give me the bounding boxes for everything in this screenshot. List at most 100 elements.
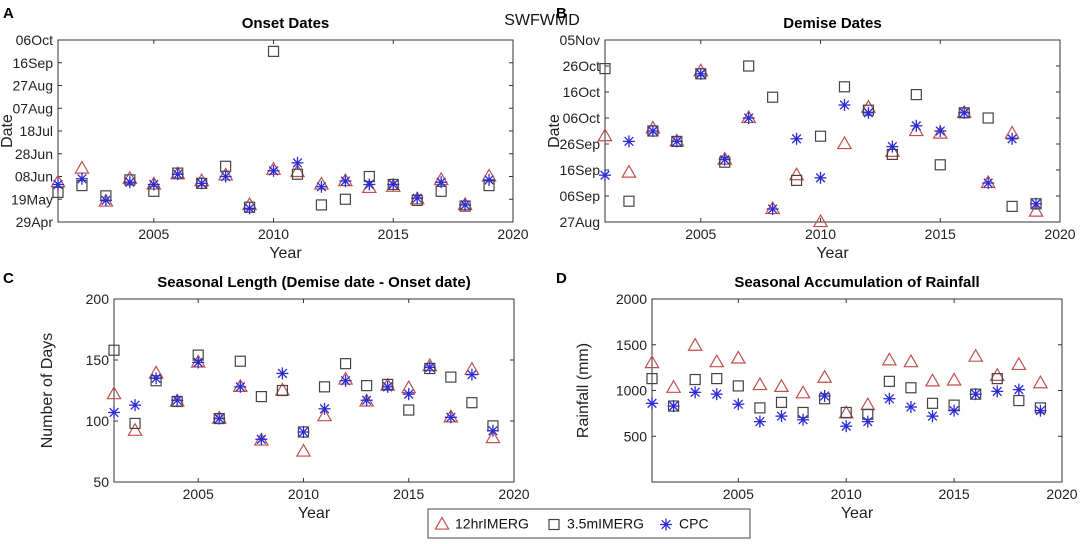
data-point xyxy=(861,415,874,428)
y-tick-label: 1000 xyxy=(616,383,647,399)
data-point xyxy=(773,378,790,392)
data-point xyxy=(339,358,352,370)
data-point xyxy=(838,99,851,111)
x-axis-label: Year xyxy=(269,245,302,262)
data-point xyxy=(75,172,88,185)
data-point xyxy=(466,397,478,409)
y-tick-label: 19May xyxy=(11,191,53,207)
data-point xyxy=(932,125,948,139)
legend: 12hrIMERG 3.5mIMERG CPC xyxy=(427,508,751,539)
data-point xyxy=(483,173,496,186)
x-tick-label: 2005 xyxy=(183,486,214,502)
y-tick-label: 27Aug xyxy=(13,78,53,94)
data-point xyxy=(316,407,333,422)
data-point xyxy=(339,193,351,205)
data-point xyxy=(360,394,373,407)
data-point xyxy=(291,168,304,180)
legend-marker xyxy=(434,516,450,530)
data-point xyxy=(195,177,208,190)
data-point xyxy=(967,348,984,362)
data-point xyxy=(52,178,64,191)
data-point xyxy=(318,381,331,393)
data-point xyxy=(989,367,1005,382)
data-point xyxy=(732,398,745,411)
data-point xyxy=(788,166,805,181)
data-point xyxy=(1028,203,1044,217)
data-point xyxy=(753,415,766,428)
legend-item: CPC xyxy=(660,516,709,532)
data-point xyxy=(982,112,994,124)
y-axis-label: Date xyxy=(546,114,563,148)
data-point xyxy=(361,179,378,194)
data-point xyxy=(276,384,289,397)
legend-label: CPC xyxy=(679,516,709,532)
data-point xyxy=(291,156,304,169)
data-point xyxy=(905,382,917,394)
data-point xyxy=(991,373,1003,385)
data-point xyxy=(108,406,120,419)
series-cpc xyxy=(108,356,499,446)
data-point xyxy=(1006,132,1019,145)
data-point xyxy=(1012,383,1025,396)
data-point xyxy=(646,373,658,385)
panel-b: B Demise Dates 27Aug 06Sep 16Sep 26Sep 06Oct 16… xyxy=(546,5,1076,262)
data-point xyxy=(814,171,827,184)
data-point xyxy=(402,388,415,401)
y-tick-label: 29Apr xyxy=(16,214,54,230)
y-tick-label: 05Nov xyxy=(560,32,600,48)
panel-d: D Seasonal Accumulation of Rainfall 500 100… xyxy=(556,270,1078,522)
x-tick-label: 2015 xyxy=(925,226,956,242)
data-point xyxy=(886,140,899,153)
data-point xyxy=(213,412,226,425)
data-point xyxy=(267,45,280,57)
data-point xyxy=(840,420,853,433)
data-point xyxy=(752,376,768,391)
data-point xyxy=(597,127,613,142)
data-point xyxy=(1011,356,1027,371)
legend-item: 3.5mIMERG xyxy=(548,516,644,532)
data-point xyxy=(361,380,373,392)
data-point xyxy=(883,392,896,405)
x-tick-label: 2020 xyxy=(498,486,529,502)
data-point xyxy=(862,106,875,119)
data-point xyxy=(127,422,143,436)
data-point xyxy=(766,203,779,215)
y-tick-label: 06Oct xyxy=(16,32,53,48)
data-point xyxy=(982,177,995,189)
data-point xyxy=(243,202,256,215)
data-point xyxy=(958,106,971,119)
data-point xyxy=(315,180,328,193)
data-point xyxy=(435,176,448,189)
data-point xyxy=(926,410,939,423)
panel-a: A Onset Dates 29Apr 19May 08Jun 28Jun 18Jul 07A… xyxy=(0,5,529,262)
data-point xyxy=(665,379,682,393)
x-axis-label: Year xyxy=(816,245,849,262)
data-point xyxy=(775,396,788,408)
data-point xyxy=(219,170,232,183)
data-point xyxy=(881,352,898,366)
data-point xyxy=(689,386,702,399)
legend-label: 12hrIMERG xyxy=(455,516,529,532)
panel-letter: B xyxy=(556,5,567,22)
y-tick-label: 27Aug xyxy=(560,214,600,230)
data-point xyxy=(255,391,267,403)
data-point xyxy=(934,125,947,137)
data-point xyxy=(743,60,755,72)
legend-marker xyxy=(548,518,560,531)
data-point xyxy=(812,213,829,228)
data-point xyxy=(423,361,436,374)
x-axis-label: Year xyxy=(841,505,874,522)
x-tick-label: 2015 xyxy=(939,486,970,502)
data-point xyxy=(381,380,394,393)
data-point xyxy=(295,443,312,457)
data-point xyxy=(838,81,851,93)
data-point xyxy=(1032,374,1049,389)
x-axis-label: Year xyxy=(298,505,331,522)
data-point xyxy=(465,368,478,381)
axes-box xyxy=(113,298,515,483)
charts-group: A Onset Dates 29Apr 19May 08Jun 28Jun 18Jul 07A… xyxy=(0,5,1078,522)
x-tick-label: 2010 xyxy=(258,226,289,242)
panel-letter: C xyxy=(3,270,14,287)
y-tick-label: 2000 xyxy=(616,291,647,307)
